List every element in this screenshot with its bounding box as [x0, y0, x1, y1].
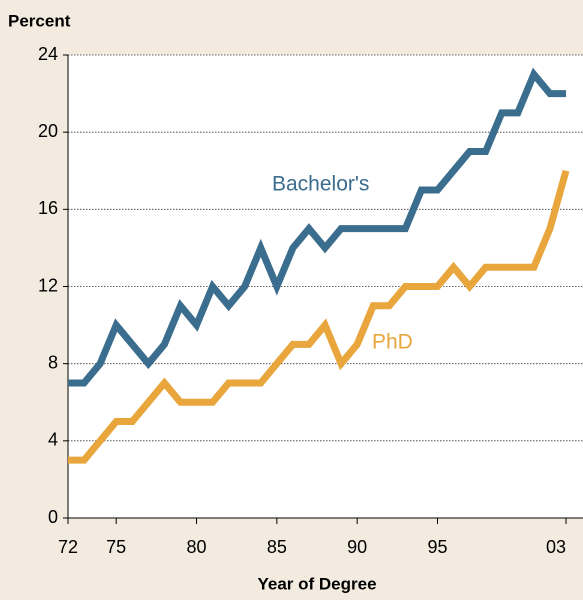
plot-area — [68, 55, 583, 518]
x-tick-label: 95 — [427, 537, 447, 557]
x-tick-label: 90 — [347, 537, 367, 557]
x-tick-label: 85 — [267, 537, 287, 557]
y-tick-label: 4 — [48, 430, 58, 450]
y-tick-label: 16 — [38, 198, 58, 218]
x-tick-label: 03 — [546, 537, 566, 557]
x-tick-label: 80 — [187, 537, 207, 557]
x-axis-label: Year of Degree — [257, 574, 376, 593]
series-label: PhD — [372, 331, 413, 354]
x-tick-label: 75 — [106, 537, 126, 557]
y-tick-label: 24 — [38, 44, 58, 64]
x-tick-label: 72 — [58, 537, 78, 557]
series-line — [68, 169, 570, 464]
y-tick-label: 12 — [38, 275, 58, 295]
y-tick-label: 20 — [38, 121, 58, 141]
series-label: Bachelor's — [272, 173, 369, 196]
chart-title: Percent — [8, 11, 71, 30]
y-tick-label: 0 — [48, 507, 58, 527]
y-tick-label: 8 — [48, 352, 58, 372]
series-line — [68, 67, 566, 387]
